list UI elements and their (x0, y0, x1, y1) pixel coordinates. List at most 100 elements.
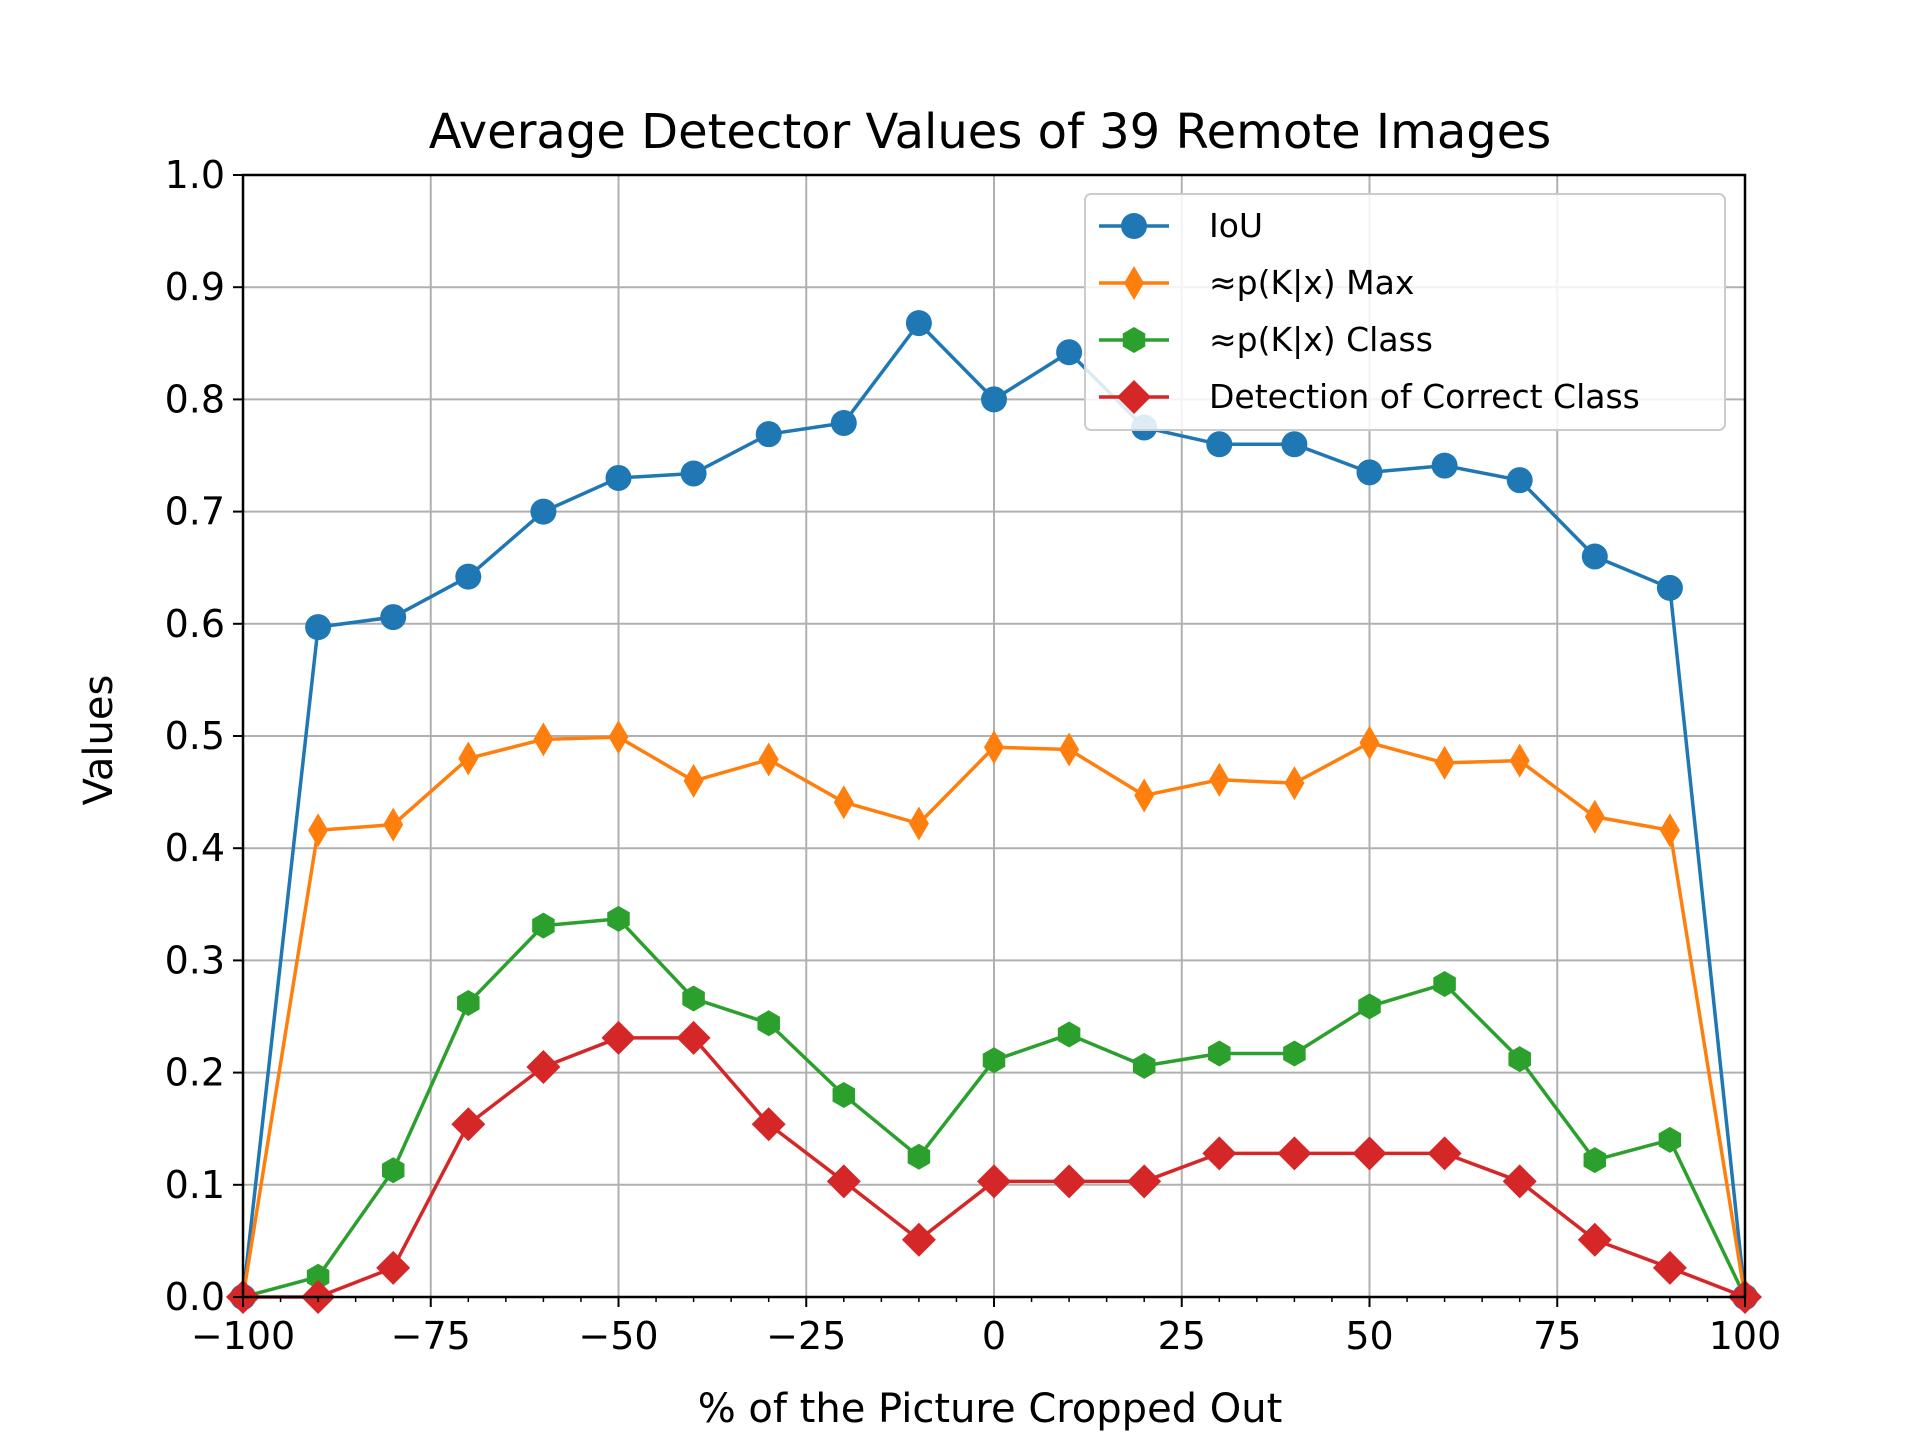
data-point (1577, 1222, 1612, 1257)
chart-title: Average Detector Values of 39 Remote Ima… (429, 104, 1552, 160)
data-point (608, 720, 629, 755)
data-point (1658, 1126, 1682, 1153)
data-point (682, 985, 705, 1012)
y-tick-label: 0.6 (165, 602, 225, 646)
data-point (526, 1049, 561, 1084)
data-point (676, 1020, 711, 1055)
data-point (751, 1107, 786, 1142)
data-point (826, 1164, 861, 1199)
data-point (305, 614, 332, 641)
data-point (376, 1250, 411, 1285)
data-point (1434, 745, 1455, 780)
data-point (1359, 725, 1380, 760)
data-point (1134, 778, 1155, 813)
y-axis-label: Values (76, 675, 122, 806)
legend-label: IoU (1209, 206, 1263, 245)
data-point (1277, 1136, 1312, 1171)
data-point (907, 1143, 931, 1170)
data-point (1059, 732, 1080, 767)
data-point (1656, 574, 1683, 601)
data-point (1509, 743, 1530, 778)
y-tick-label: 0.8 (165, 377, 225, 421)
data-point (981, 386, 1007, 413)
data-point (1433, 970, 1456, 997)
y-tick-label: 0.4 (165, 826, 225, 870)
y-tick-label: 0.2 (165, 1051, 225, 1095)
data-point (1283, 1040, 1306, 1067)
legend-swatch-marker (1117, 380, 1151, 414)
data-point (455, 563, 482, 590)
y-tick-label: 0.1 (165, 1163, 225, 1207)
data-point (901, 1222, 936, 1257)
x-tick-label: 0 (982, 1314, 1006, 1358)
data-point (832, 1082, 856, 1109)
y-tick-label: 0.7 (165, 490, 225, 534)
data-point (605, 464, 632, 491)
data-point (1652, 1250, 1687, 1285)
data-point (1208, 1040, 1231, 1067)
y-tick-label: 1.0 (165, 153, 225, 197)
legend-label: Detection of Correct Class (1209, 377, 1640, 416)
data-point (458, 741, 479, 776)
data-point (984, 730, 1004, 765)
data-point (1508, 1046, 1531, 1073)
y-tick-label: 0.5 (165, 714, 225, 758)
axis-ticks: −100 −75 −50 −25 0 25 50 75 100 0.0 0.1 0.2 0.3 0.4 0.… (165, 153, 1782, 1358)
data-point (755, 421, 782, 448)
data-point (381, 1157, 405, 1184)
x-tick-label: 100 (1709, 1314, 1782, 1358)
data-point (1581, 543, 1608, 570)
data-point (383, 807, 404, 842)
legend-swatch-marker (1121, 213, 1147, 239)
data-point (532, 912, 555, 939)
data-point (1659, 813, 1680, 848)
data-point (1427, 1136, 1462, 1171)
x-tick-label: −25 (766, 1314, 846, 1358)
data-point (680, 460, 707, 487)
data-point (1284, 766, 1305, 801)
y-tick-label: 0.9 (165, 265, 225, 309)
data-point (1358, 993, 1381, 1020)
legend-label: ≈p(K|x) Max (1209, 263, 1414, 302)
data-point (683, 763, 704, 798)
data-point (1356, 459, 1383, 486)
data-point (908, 806, 929, 841)
data-point (1052, 1164, 1087, 1199)
x-tick-label: −100 (191, 1314, 295, 1358)
x-tick-label: 25 (1158, 1314, 1206, 1358)
data-point (905, 310, 932, 337)
legend-swatch-marker (1122, 327, 1146, 353)
x-tick-label: 75 (1533, 1314, 1581, 1358)
x-tick-label: −50 (578, 1314, 658, 1358)
data-point (977, 1164, 1011, 1199)
x-axis-label: % of the Picture Cropped Out (698, 1386, 1283, 1432)
data-point (601, 1020, 636, 1055)
data-point (1132, 1052, 1156, 1079)
data-point (308, 813, 329, 848)
data-point (1431, 452, 1458, 479)
data-point (1502, 1164, 1537, 1199)
data-point (533, 722, 554, 757)
series-layer (226, 310, 1762, 1314)
x-tick-label: −75 (391, 1314, 471, 1358)
data-point (380, 604, 407, 631)
data-point (982, 1047, 1006, 1074)
data-point (1506, 467, 1533, 494)
data-point (830, 409, 857, 436)
legend-swatch-marker (1124, 266, 1144, 300)
data-point (1127, 1164, 1162, 1199)
series-2 (231, 905, 1757, 1310)
data-point (451, 1107, 486, 1142)
legend-label: ≈p(K|x) Class (1209, 320, 1433, 359)
data-point (457, 990, 480, 1017)
y-tick-label: 0.3 (165, 938, 225, 982)
data-point (1206, 431, 1233, 458)
data-point (833, 785, 854, 820)
data-point (1209, 762, 1230, 797)
x-tick-label: 50 (1345, 1314, 1393, 1358)
data-point (757, 1010, 780, 1037)
data-point (1352, 1136, 1387, 1171)
series-3 (226, 1020, 1762, 1314)
data-point (607, 905, 630, 932)
